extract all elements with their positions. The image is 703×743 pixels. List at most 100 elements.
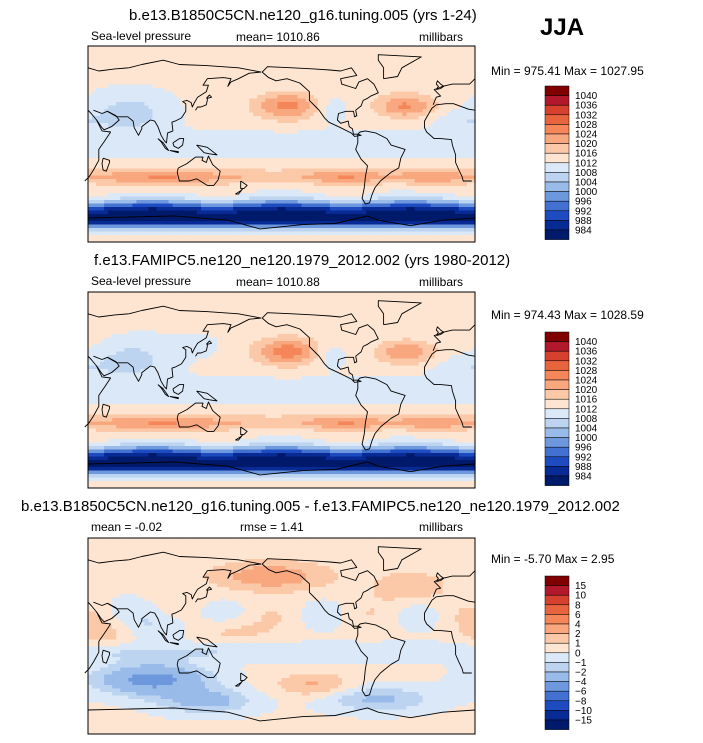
field-cell [466,193,472,198]
field-cell [378,119,383,124]
field-cell [321,95,327,100]
field-cell [233,102,238,107]
field-cell [180,196,186,201]
field-cell [176,221,182,226]
field-cell [172,63,178,68]
field-cell [225,77,230,82]
field-cell [160,200,166,205]
field-cell [208,49,214,54]
field-cell [200,189,206,194]
field-cell [374,102,379,107]
field-cell [450,203,456,208]
field-cell [269,172,275,177]
field-cell [346,63,351,68]
field-cell [208,130,214,135]
field-cell [249,172,254,177]
field-cell [116,105,121,110]
field-cell [462,130,468,135]
field-cell [358,81,363,86]
field-cell [237,105,242,110]
field-cell [289,133,295,138]
field-cell [116,193,121,198]
field-cell [434,102,440,107]
field-cell [470,102,476,107]
field-cell [144,217,150,222]
field-cell [269,151,275,156]
field-cell [434,133,440,138]
field-cell [241,77,246,82]
field-cell [92,214,97,219]
field-cell [96,84,101,89]
field-cell [374,158,379,163]
field-cell [410,168,416,173]
field-cell [382,63,387,68]
field-cell [140,147,146,152]
field-cell [172,144,178,149]
field-cell [350,207,355,212]
field-cell [265,98,271,103]
field-cell [366,133,371,138]
field-cell [325,200,331,205]
field-cell [289,203,295,208]
field-cell [394,210,400,215]
field-cell [406,196,412,201]
field-cell [249,168,254,173]
field-cell [245,172,250,177]
field-cell [285,140,291,145]
field-cell [200,84,206,89]
field-cell [257,224,262,229]
field-cell [293,207,299,212]
field-cell [289,189,295,194]
field-cell [406,224,412,229]
field-cell [446,49,452,54]
field-cell [221,203,226,208]
field-cell [221,224,226,229]
field-cell [104,102,109,107]
field-cell [180,105,186,110]
field-cell [112,168,117,173]
field-cell [293,182,299,187]
field-cell [261,105,266,110]
field-cell [172,102,178,107]
field-cell [104,84,109,89]
field-cell [333,217,339,222]
field-cell [184,109,190,114]
field-cell [168,91,174,96]
field-cell [434,74,440,79]
field-cell [386,123,391,128]
field-cell [386,88,391,93]
field-cell [350,98,355,103]
field-cell [88,56,93,61]
field-cell [370,98,375,103]
field-cell [168,49,174,54]
field-cell [382,189,387,194]
field-cell [212,175,218,180]
field-cell [217,214,222,219]
field-cell [249,161,254,166]
field-cell [88,224,93,229]
field-cell [333,88,339,93]
field-cell [124,81,129,86]
field-cell [200,46,206,51]
field-cell [394,224,400,229]
field-cell [422,186,428,191]
field-cell [192,133,198,138]
field-cell [285,88,291,93]
field-cell [277,119,283,124]
field-cell [144,224,150,229]
field-cell [164,123,170,128]
field-cell [362,95,367,100]
field-cell [313,46,319,51]
field-cell [180,84,186,89]
field-cell [124,193,129,198]
field-cell [462,88,468,93]
field-cell [156,210,162,215]
field-cell [144,182,150,187]
field-cell [196,133,202,138]
field-cell [160,70,166,75]
field-cell [144,137,150,142]
field-cell [390,123,395,128]
field-cell [458,70,464,75]
field-cell [273,91,279,96]
field-cell [188,224,194,229]
